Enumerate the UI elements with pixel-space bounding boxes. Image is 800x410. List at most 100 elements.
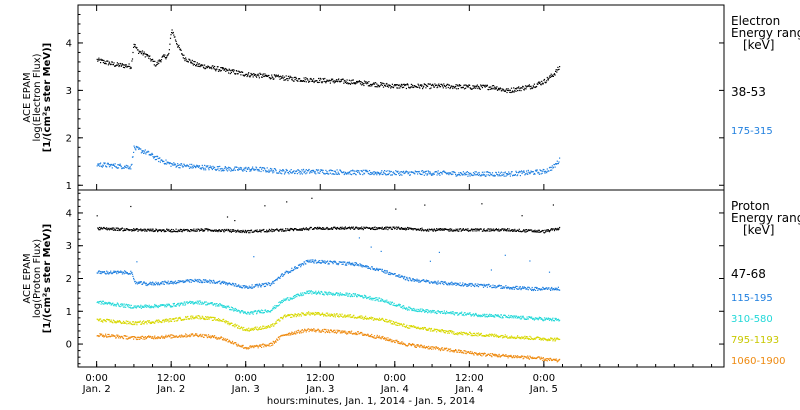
point xyxy=(342,228,344,230)
point xyxy=(246,330,248,332)
point xyxy=(253,74,255,76)
point xyxy=(194,278,196,280)
point xyxy=(277,74,279,76)
point xyxy=(252,166,254,168)
point xyxy=(434,83,436,85)
point xyxy=(323,227,325,229)
point xyxy=(474,87,476,89)
point xyxy=(187,302,189,305)
point xyxy=(131,58,134,60)
point xyxy=(266,326,268,328)
point xyxy=(97,335,99,337)
point xyxy=(474,173,476,175)
point xyxy=(187,61,189,63)
point xyxy=(453,229,456,231)
point xyxy=(531,317,533,319)
point xyxy=(209,167,211,169)
point xyxy=(505,230,508,232)
point xyxy=(523,338,525,340)
point xyxy=(548,170,550,172)
point xyxy=(158,320,160,322)
point xyxy=(469,175,471,177)
point xyxy=(275,321,277,323)
point xyxy=(518,228,520,230)
point xyxy=(512,336,514,338)
point xyxy=(176,165,178,168)
point xyxy=(173,304,175,306)
point xyxy=(451,171,453,173)
point xyxy=(500,285,502,287)
point xyxy=(177,46,179,48)
point xyxy=(437,84,439,86)
point xyxy=(122,322,124,324)
point xyxy=(274,323,276,325)
point xyxy=(313,169,315,171)
point xyxy=(486,229,488,231)
point xyxy=(207,280,209,282)
point xyxy=(201,315,203,317)
point xyxy=(219,303,221,305)
point xyxy=(508,286,510,288)
point xyxy=(133,277,135,279)
point xyxy=(294,76,296,78)
point xyxy=(166,56,168,58)
point xyxy=(267,284,269,286)
point xyxy=(527,289,529,291)
point xyxy=(477,174,480,176)
point xyxy=(238,284,240,286)
point xyxy=(424,171,426,173)
point xyxy=(118,229,120,232)
point xyxy=(447,83,449,85)
point xyxy=(497,335,499,337)
point xyxy=(496,174,499,176)
point xyxy=(508,89,510,91)
point xyxy=(515,288,518,290)
point xyxy=(209,282,211,284)
point xyxy=(503,89,505,91)
point xyxy=(238,231,240,233)
point xyxy=(156,229,158,231)
point xyxy=(96,58,98,60)
point xyxy=(402,325,404,327)
point xyxy=(167,282,169,284)
point xyxy=(488,230,490,232)
point xyxy=(97,227,99,229)
point xyxy=(435,230,437,232)
point xyxy=(429,88,431,90)
point xyxy=(447,229,449,231)
point xyxy=(502,286,504,288)
point xyxy=(557,66,559,68)
point xyxy=(322,293,324,295)
point xyxy=(175,320,177,322)
point xyxy=(247,330,249,332)
point xyxy=(546,168,548,170)
point xyxy=(319,228,321,230)
point xyxy=(536,83,538,85)
point xyxy=(164,305,166,307)
point xyxy=(195,65,197,67)
point xyxy=(115,271,117,273)
point xyxy=(510,287,512,289)
point xyxy=(306,260,308,262)
point xyxy=(453,314,456,316)
point xyxy=(473,285,475,287)
point xyxy=(217,168,219,170)
point xyxy=(365,317,367,319)
point xyxy=(157,306,159,308)
point xyxy=(410,308,412,310)
point xyxy=(324,313,326,315)
point xyxy=(254,74,256,76)
point xyxy=(262,328,264,330)
point xyxy=(296,315,298,317)
point xyxy=(196,317,198,319)
point xyxy=(222,168,224,170)
point xyxy=(173,162,175,164)
point xyxy=(224,67,226,70)
point xyxy=(554,166,556,168)
point xyxy=(375,269,377,271)
point xyxy=(161,229,163,231)
point xyxy=(182,281,184,284)
point xyxy=(474,332,476,334)
point xyxy=(245,230,247,232)
point xyxy=(398,227,400,229)
